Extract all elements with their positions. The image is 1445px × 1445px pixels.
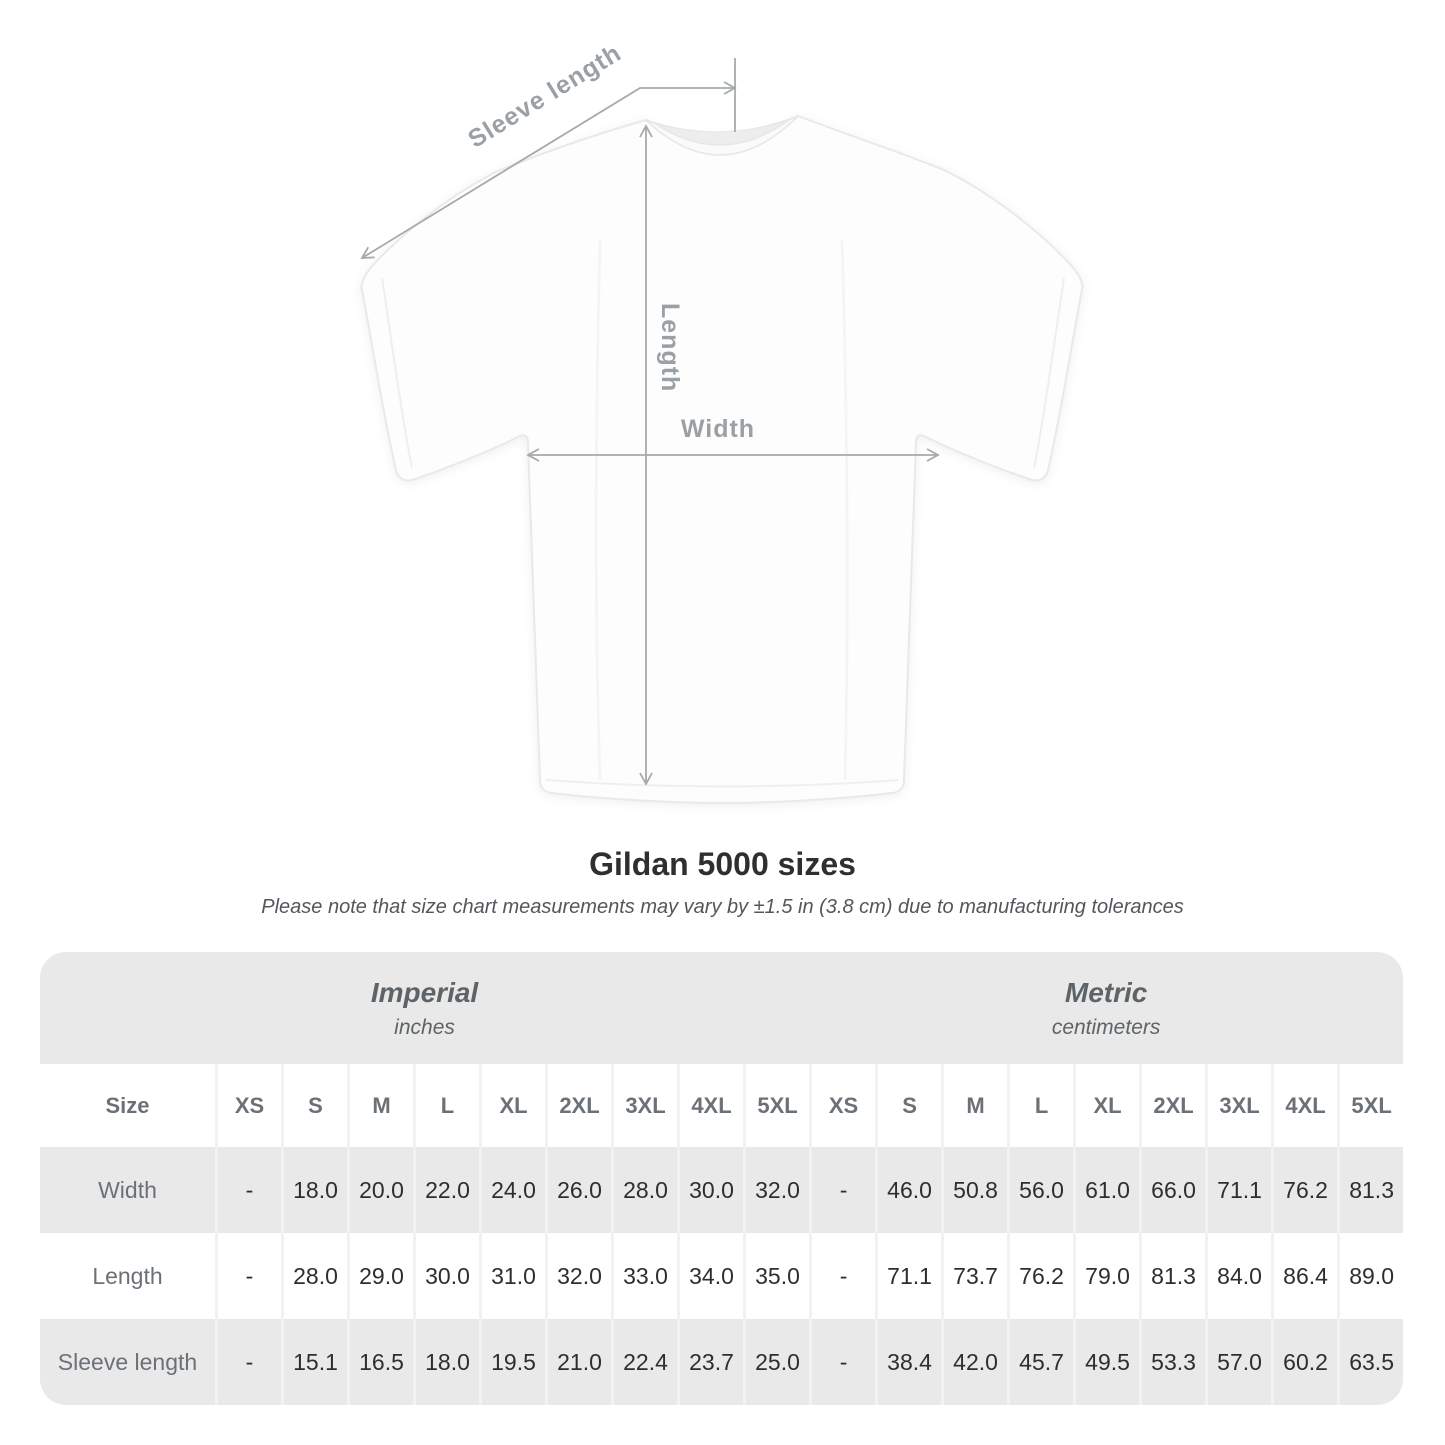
size-header-cell: 3XL [1205, 1064, 1272, 1147]
imperial-value-cell: - [215, 1147, 281, 1233]
imperial-value-cell: 32.0 [743, 1147, 810, 1233]
measurement-label: Length [40, 1233, 215, 1319]
size-header-cell: 5XL [1337, 1064, 1403, 1147]
metric-value-cell: 53.3 [1139, 1319, 1206, 1405]
size-header-cell: M [941, 1064, 1008, 1147]
size-header-cell: XL [479, 1064, 545, 1147]
size-header-cell: 2XL [1139, 1064, 1206, 1147]
length-label: Length [656, 303, 684, 392]
metric-value-cell: 63.5 [1337, 1319, 1403, 1405]
width-label: Width [681, 415, 755, 443]
page-title: Gildan 5000 sizes [589, 846, 856, 882]
metric-value-cell: 76.2 [1007, 1233, 1074, 1319]
metric-value-cell: 76.2 [1271, 1147, 1338, 1233]
metric-value-cell: 89.0 [1337, 1233, 1403, 1319]
imperial-value-cell: 34.0 [677, 1233, 743, 1319]
size-header-cell: 2XL [545, 1064, 611, 1147]
imperial-value-cell: 31.0 [479, 1233, 545, 1319]
imperial-value-cell: 19.5 [479, 1319, 545, 1405]
metric-value-cell: 38.4 [875, 1319, 942, 1405]
measurement-row-sleeve-length: Sleeve length -15.1 16.5 18.0 19.5 21.0 22.4 23… [40, 1319, 1403, 1405]
metric-value-cell: 50.8 [941, 1147, 1008, 1233]
unit-group-unit: centimeters [1051, 1015, 1161, 1039]
size-header-cell: S [281, 1064, 347, 1147]
size-header-cell: L [413, 1064, 479, 1147]
imperial-value-cell: 24.0 [479, 1147, 545, 1233]
imperial-value-cell: 30.0 [413, 1233, 479, 1319]
metric-value-cell: 42.0 [941, 1319, 1008, 1405]
metric-value-cell: 81.3 [1337, 1147, 1403, 1233]
imperial-value-cell: 26.0 [545, 1147, 611, 1233]
tolerance-note: Please note that size chart measurements… [261, 896, 1184, 918]
metric-value-cell: - [809, 1319, 876, 1405]
imperial-value-cell: 22.4 [611, 1319, 677, 1405]
size-column-label: Size [40, 1064, 215, 1147]
metric-value-cell: 66.0 [1139, 1147, 1206, 1233]
imperial-value-cell: 21.0 [545, 1319, 611, 1405]
imperial-value-cell: 30.0 [677, 1147, 743, 1233]
metric-value-cell: 56.0 [1007, 1147, 1074, 1233]
metric-value-cell: 46.0 [875, 1147, 942, 1233]
metric-value-cell: 45.7 [1007, 1319, 1074, 1405]
sleeve-length-arrow [360, 81, 737, 259]
imperial-value-cell: 35.0 [743, 1233, 810, 1319]
imperial-value-cell: 32.0 [545, 1233, 611, 1319]
imperial-value-cell: 20.0 [347, 1147, 413, 1233]
size-header-row: Size XS S M L XL 2XL 3XL 4XL 5XL XS S M L XL 2XL 3XL 4XL 5… [40, 1064, 1403, 1147]
size-header-cell: S [875, 1064, 942, 1147]
size-header-cell: 4XL [1271, 1064, 1338, 1147]
imperial-value-cell: 16.5 [347, 1319, 413, 1405]
metric-value-cell: 60.2 [1271, 1319, 1338, 1405]
size-header-cell: M [347, 1064, 413, 1147]
size-header-cell: L [1007, 1064, 1074, 1147]
metric-value-cell: 79.0 [1073, 1233, 1140, 1319]
size-chart-table: Imperial inches Metric centimeters Size XS S M L… [40, 952, 1403, 1405]
size-header-cell: XS [215, 1064, 281, 1147]
size-header-cell: 3XL [611, 1064, 677, 1147]
metric-value-cell: - [809, 1147, 876, 1233]
tshirt-illustration [360, 114, 1084, 805]
size-header-cell: XL [1073, 1064, 1140, 1147]
imperial-value-cell: 28.0 [611, 1147, 677, 1233]
metric-value-cell: 57.0 [1205, 1319, 1272, 1405]
unit-group-name: Metric [1064, 976, 1148, 1008]
size-header-cell: 5XL [743, 1064, 810, 1147]
size-header-cell: 4XL [677, 1064, 743, 1147]
imperial-value-cell: - [215, 1319, 281, 1405]
imperial-value-cell: 23.7 [677, 1319, 743, 1405]
imperial-value-cell: - [215, 1233, 281, 1319]
metric-value-cell: 84.0 [1205, 1233, 1272, 1319]
unit-group-name: Imperial [370, 976, 479, 1008]
measurement-label: Sleeve length [40, 1319, 215, 1405]
measurement-lines [360, 58, 940, 786]
unit-group-metric: Metric centimeters [809, 952, 1403, 1064]
measurement-label: Width [40, 1147, 215, 1233]
imperial-value-cell: 28.0 [281, 1233, 347, 1319]
imperial-value-cell: 29.0 [347, 1233, 413, 1319]
metric-value-cell: 71.1 [875, 1233, 942, 1319]
metric-value-cell: 49.5 [1073, 1319, 1140, 1405]
measurement-row-length: Length -28.0 29.0 30.0 31.0 32.0 33.0 34.0 35.0-… [40, 1233, 1403, 1319]
imperial-value-cell: 25.0 [743, 1319, 810, 1405]
size-header-cell: XS [809, 1064, 876, 1147]
metric-value-cell: 86.4 [1271, 1233, 1338, 1319]
imperial-value-cell: 33.0 [611, 1233, 677, 1319]
unit-group-imperial: Imperial inches [40, 952, 810, 1064]
imperial-value-cell: 15.1 [281, 1319, 347, 1405]
imperial-value-cell: 18.0 [281, 1147, 347, 1233]
unit-header-row: Imperial inches Metric centimeters [40, 952, 1403, 1064]
measurement-row-width: Width -18.0 20.0 22.0 24.0 26.0 28.0 30.0 32.0-4… [40, 1147, 1403, 1233]
imperial-value-cell: 22.0 [413, 1147, 479, 1233]
tshirt-diagram: Sleeve length Length Width [360, 39, 1084, 805]
metric-value-cell: 61.0 [1073, 1147, 1140, 1233]
metric-value-cell: 73.7 [941, 1233, 1008, 1319]
unit-group-unit: inches [394, 1015, 455, 1039]
metric-value-cell: - [809, 1233, 876, 1319]
metric-value-cell: 81.3 [1139, 1233, 1206, 1319]
size-chart-table-container: Imperial inches Metric centimeters Size XS S M L… [40, 952, 1403, 1405]
imperial-value-cell: 18.0 [413, 1319, 479, 1405]
metric-value-cell: 71.1 [1205, 1147, 1272, 1233]
